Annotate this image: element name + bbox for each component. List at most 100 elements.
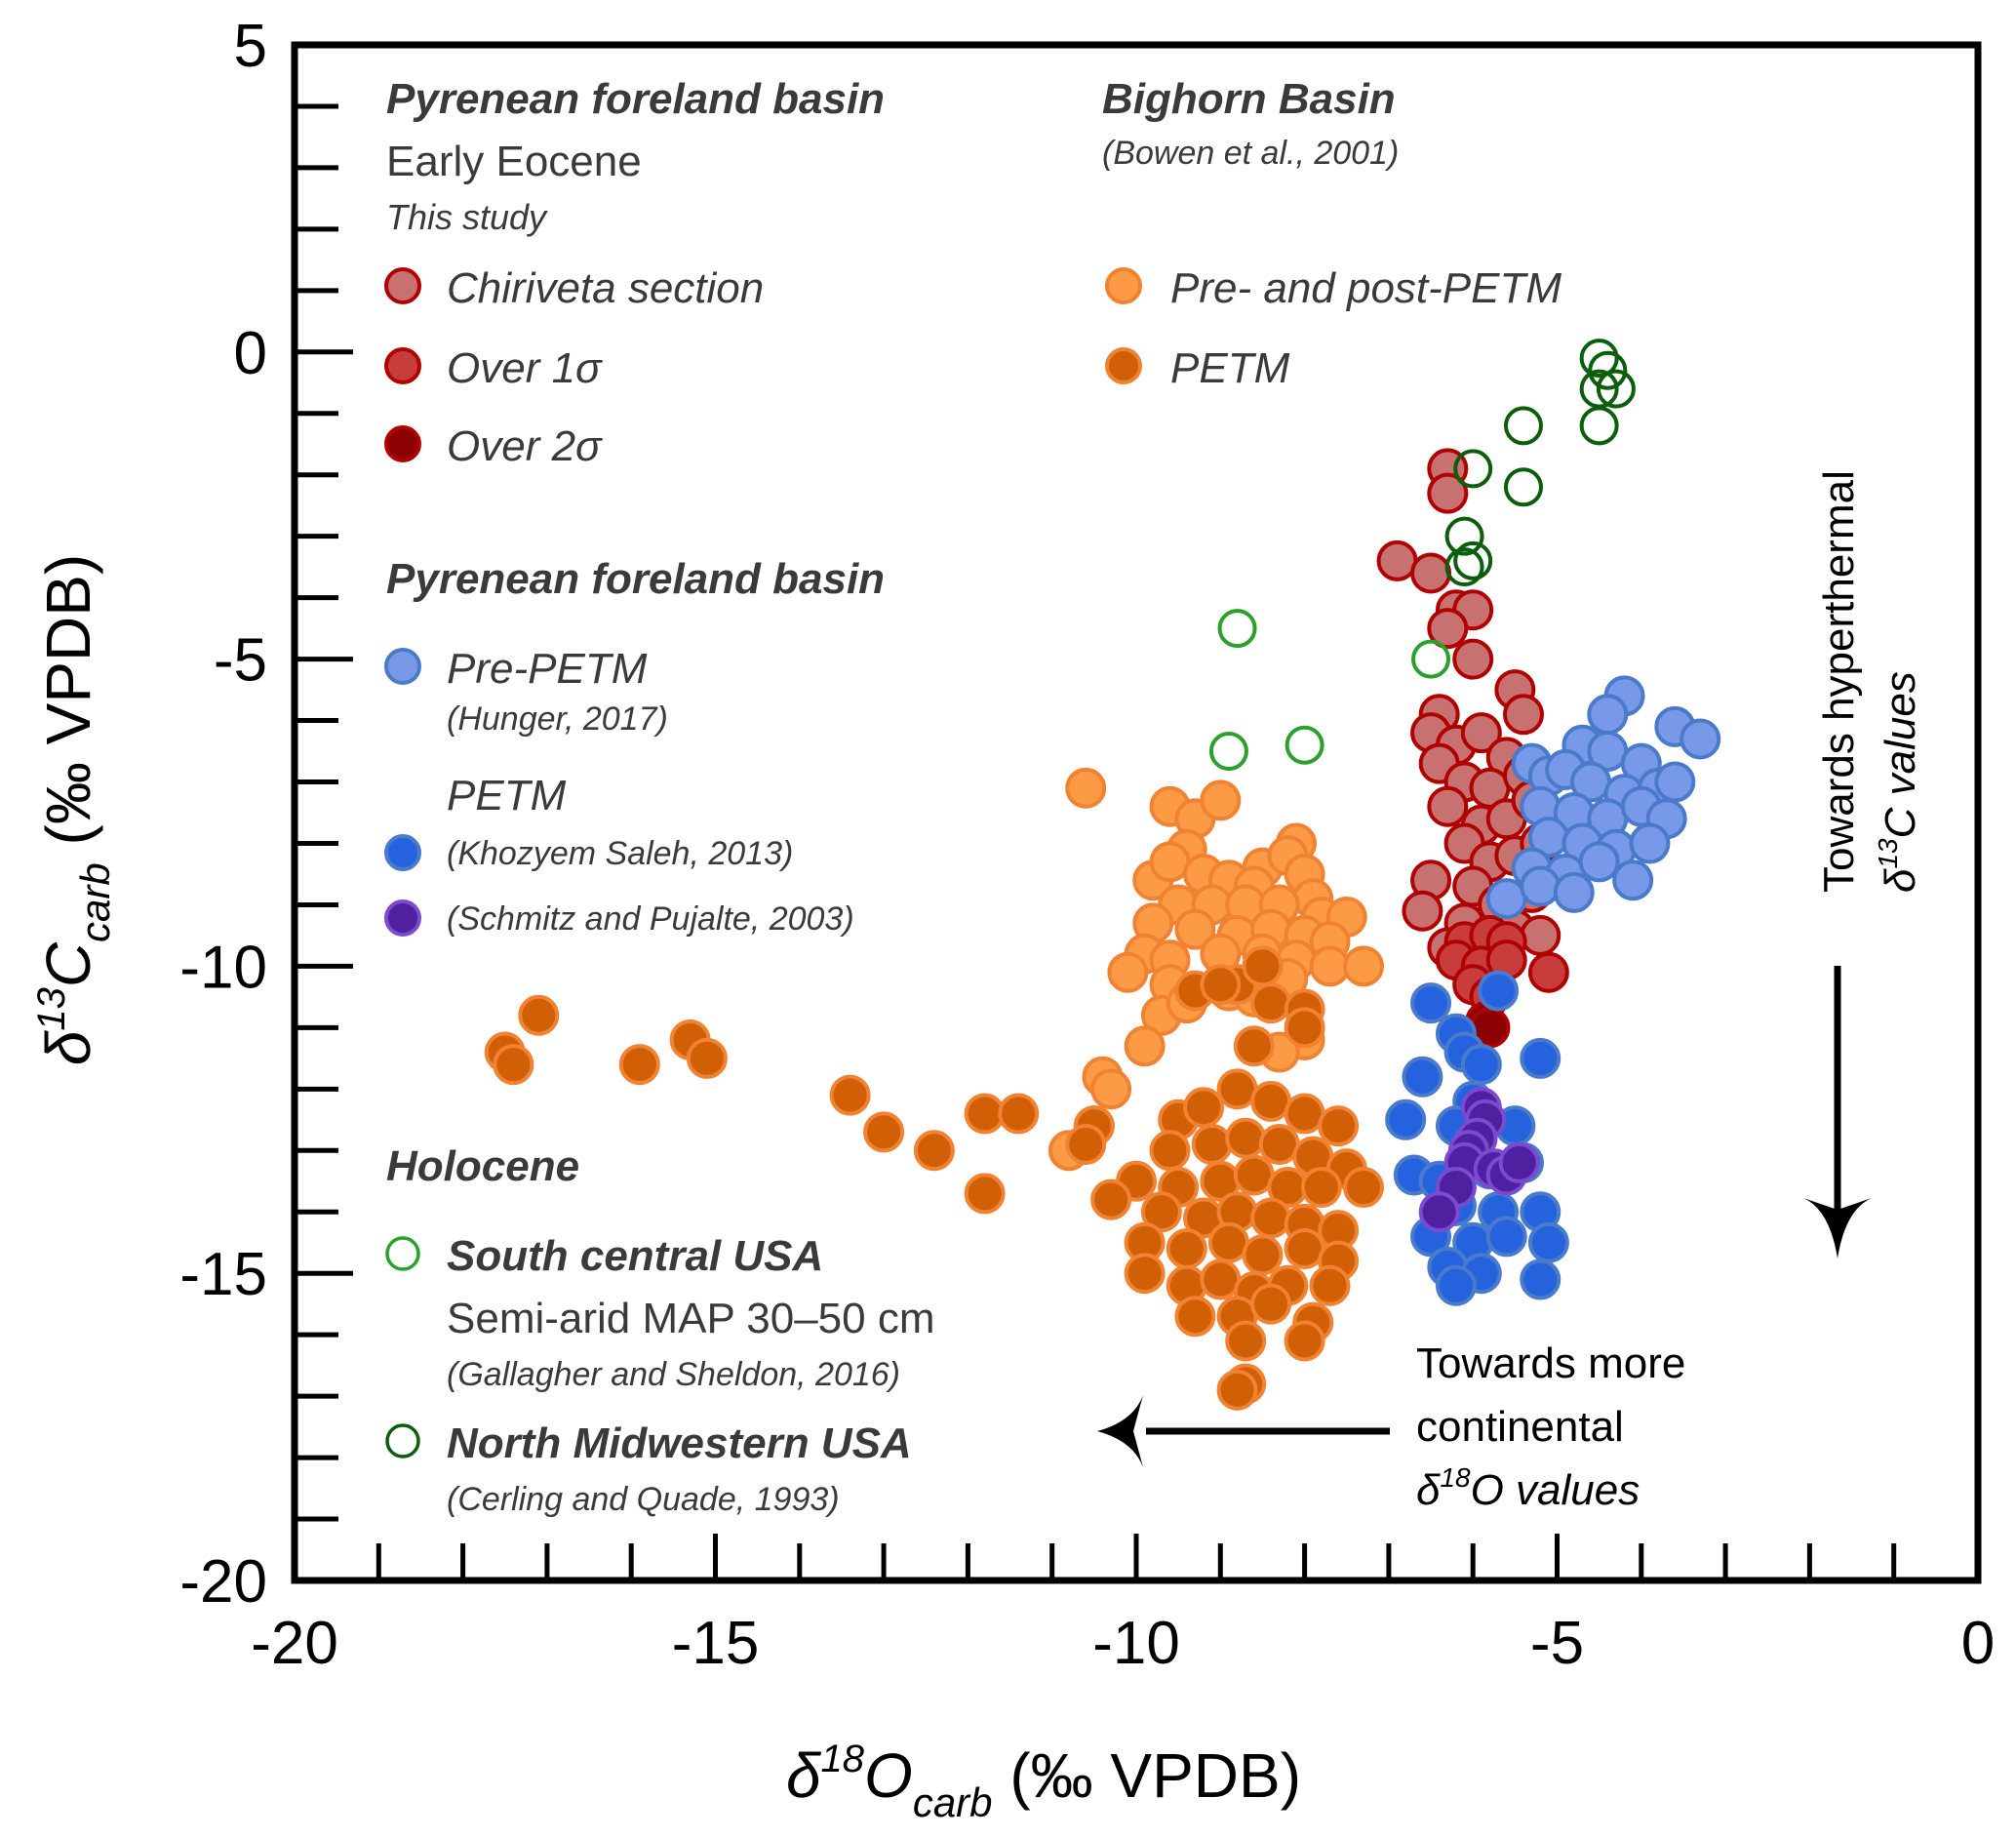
data-point-north_midwestern_usa [1588, 350, 1628, 390]
series-north_midwestern_usa [1444, 339, 1636, 587]
data-point-bighorn_petm [1225, 1320, 1267, 1362]
legend-label-schmitz: (Schmitz and Pujalte, 2003) [447, 900, 854, 938]
continental-text-line2: continental [1416, 1403, 1624, 1451]
data-point-bighorn_petm [863, 1111, 905, 1153]
legend-label-chiriveta: Chiriveta section [447, 264, 764, 312]
data-point-bighorn_pre_post [1124, 1025, 1166, 1067]
data-point-north_midwestern_usa [1596, 369, 1636, 409]
data-point-bighorn_petm [1140, 1191, 1182, 1233]
legend-label-south-central: South central USA [447, 1232, 823, 1280]
x-tick-label: -10 [1092, 1610, 1180, 1677]
legend-marker-schmitz [384, 899, 421, 937]
data-point-north_midwestern_usa [1453, 449, 1493, 489]
data-point-bighorn_petm [686, 1037, 728, 1079]
legend-sub-semi-arid: Semi-arid MAP 30–50 cm [447, 1295, 935, 1342]
data-point-south_central_usa [1285, 725, 1324, 765]
data-point-bighorn_petm [1242, 945, 1284, 987]
data-point-pyr_petm_khozyem [1435, 1264, 1477, 1306]
x-tick-label: -20 [251, 1610, 338, 1677]
x-tick-label: -5 [1530, 1610, 1584, 1677]
data-point-pyr_petm_schmitz [1418, 1191, 1460, 1233]
data-point-bighorn_petm [1318, 1105, 1360, 1147]
data-point-bighorn_petm [518, 994, 560, 1036]
data-point-chiriveta [1520, 914, 1561, 956]
data-point-bighorn_petm [1183, 1087, 1225, 1129]
data-point-bighorn_petm [1250, 982, 1292, 1024]
legend-heading-holocene: Holocene [386, 1142, 579, 1190]
data-point-chiriveta [1427, 785, 1469, 827]
legend-heading-pyrenean-petm: Pyrenean foreland basin [386, 555, 885, 603]
data-point-bighorn_petm [1124, 1253, 1166, 1295]
data-point-bighorn_petm [964, 1093, 1006, 1135]
data-point-bighorn_petm [1250, 1080, 1292, 1122]
legend-label-north-midwestern: North Midwestern USA [447, 1419, 912, 1467]
data-point-bighorn_petm [964, 1173, 1006, 1215]
data-point-pyr_pre_petm [1520, 865, 1561, 907]
data-point-chiriveta [1427, 608, 1469, 650]
data-point-chiriveta [1427, 472, 1469, 514]
data-point-bighorn_pre_post [1090, 1068, 1132, 1110]
y-tick-label: -20 [179, 1548, 267, 1616]
data-point-bighorn_petm [1300, 1167, 1342, 1209]
data-point-bighorn_petm [1216, 1068, 1258, 1110]
down-arrow-icon [1803, 1198, 1872, 1259]
data-point-pyr_pre_petm [1553, 871, 1595, 913]
hyperthermal-annotation: Towards hyperthermal δ13C values [1803, 470, 1924, 1259]
legend-cite-bowen: (Bowen et al., 2001) [1102, 135, 1399, 172]
continental-text-line3: δ18O values [1416, 1462, 1640, 1514]
data-point-pyr_pre_petm [1612, 859, 1654, 901]
data-point-bighorn_petm [493, 1044, 534, 1086]
legend-subheading-early-eocene: Early Eocene [386, 138, 642, 185]
data-point-chiriveta [1502, 694, 1544, 736]
data-point-bighorn_pre_post [1200, 779, 1242, 821]
data-point-bighorn_petm [1250, 1283, 1292, 1325]
data-point-bighorn_petm [1233, 1154, 1275, 1196]
data-point-bighorn_pre_post [1107, 951, 1149, 993]
legend-marker-over2s [384, 425, 421, 462]
legend-label-petm: PETM [447, 772, 567, 819]
data-point-pyr_petm_khozyem [1520, 1259, 1561, 1300]
data-point-north_midwestern_usa [1444, 516, 1484, 556]
hyperthermal-text-line1: Towards hyperthermal [1815, 470, 1863, 893]
data-point-pyr_pre_petm [1578, 841, 1620, 883]
x-axis-title: δ18Ocarb (‰ VPDB) [786, 1738, 1301, 1825]
data-point-north_midwestern_usa [1579, 339, 1619, 379]
legend-label-khozyem: (Khozyem Saleh, 2013) [447, 835, 793, 872]
continental-annotation: Towards more continental δ18O values [1097, 1339, 1685, 1514]
data-point-bighorn_petm [1343, 1167, 1385, 1209]
data-point-bighorn_petm [1242, 1234, 1284, 1276]
data-point-bighorn_petm [1258, 1123, 1300, 1165]
data-point-pyr_pre_petm [1654, 761, 1696, 803]
data-point-bighorn_pre_post [1309, 945, 1351, 987]
legend-marker-south-central [385, 1236, 420, 1271]
data-point-chiriveta [1410, 552, 1452, 594]
data-point-pyr_petm_khozyem [1460, 1044, 1502, 1086]
data-point-bighorn_petm [1191, 1123, 1233, 1165]
data-point-chiriveta [1460, 712, 1502, 754]
series-south_central_usa [1208, 609, 1451, 772]
data-point-bighorn_petm [618, 1044, 660, 1086]
data-point-pyr_petm_khozyem [1402, 1056, 1443, 1098]
tick-labels: -20 -15 -10 -5 0 5 0 -5 -10 -15 -20 [179, 13, 1995, 1677]
legend-label-bighorn-pre-post: Pre- and post-PETM [1170, 264, 1561, 312]
data-point-bighorn_petm [1065, 1123, 1107, 1165]
data-point-bighorn_petm [1284, 1228, 1325, 1270]
legend-marker-pre-petm [384, 648, 421, 685]
legend-marker-bighorn-pre-post [1105, 267, 1142, 304]
legend-label-pre-petm: Pre-PETM [447, 645, 648, 693]
data-point-north_midwestern_usa [1444, 547, 1484, 587]
data-point-bighorn_petm [1309, 1264, 1351, 1306]
data-point-north_midwestern_usa [1579, 406, 1619, 446]
data-point-bighorn_pre_post [1343, 945, 1385, 987]
continental-text-line1: Towards more [1416, 1339, 1685, 1387]
legend-marker-over1s [384, 347, 421, 384]
data-point-south_central_usa [1208, 732, 1248, 772]
data-point-bighorn_petm [1174, 1296, 1216, 1338]
data-point-bighorn_petm [1207, 1221, 1249, 1263]
data-point-north_midwestern_usa [1453, 540, 1493, 580]
points-layer [484, 339, 1721, 1411]
data-point-bighorn_petm [1149, 1130, 1191, 1172]
data-point-chiriveta [1402, 890, 1443, 932]
y-tick-label: -10 [179, 934, 267, 1001]
legend-label-over2s: Over 2σ [447, 422, 603, 470]
